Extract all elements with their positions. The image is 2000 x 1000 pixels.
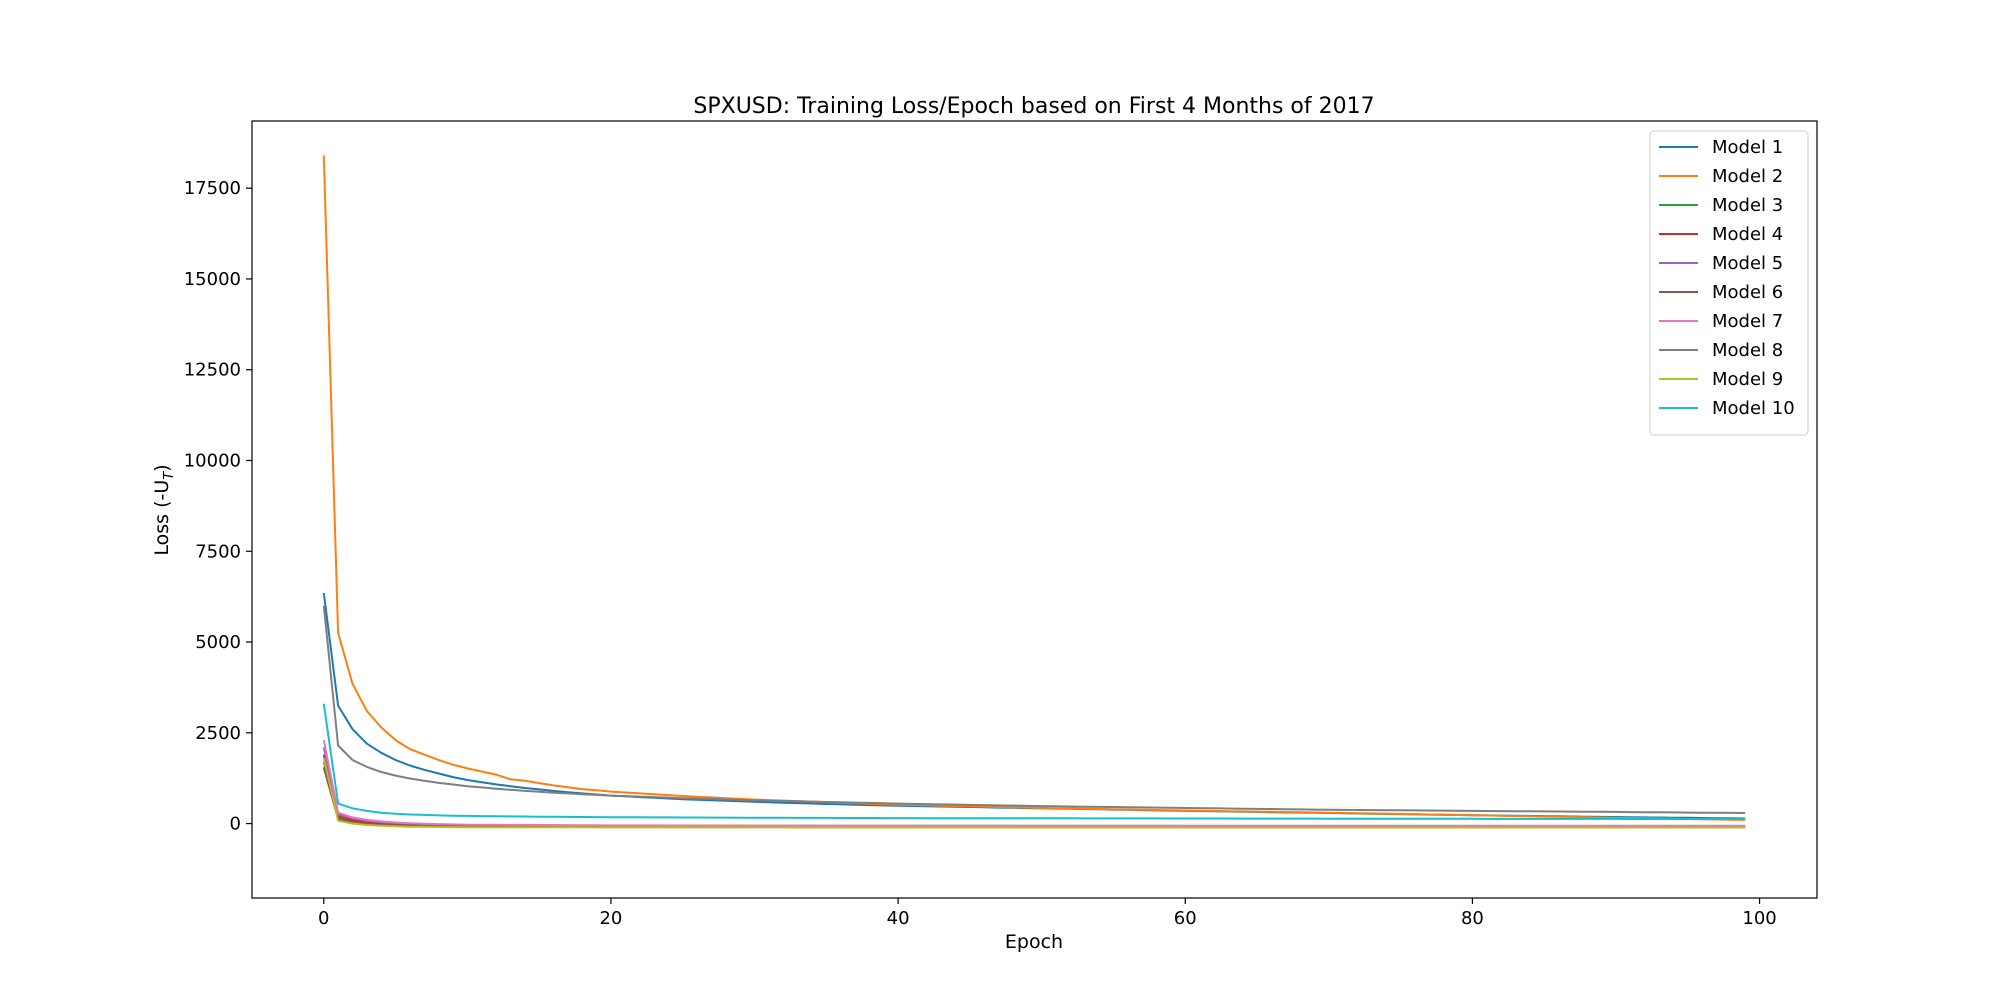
legend-label: Model 10: [1712, 398, 1795, 419]
legend-label: Model 9: [1712, 369, 1783, 390]
y-tick-label: 2500: [195, 723, 241, 744]
y-tick-label: 17500: [184, 178, 241, 199]
series-line-model-5: [322, 747, 1746, 827]
x-axis-label: Epoch: [1005, 931, 1063, 953]
x-tick-label: 80: [1461, 908, 1484, 929]
y-axis-label: Loss (-UT): [151, 464, 177, 555]
legend-label: Model 2: [1712, 166, 1783, 187]
legend-label: Model 5: [1712, 253, 1783, 274]
y-axis-label-subscript: T: [162, 471, 177, 480]
legend-label: Model 7: [1712, 311, 1783, 332]
x-tick-label: 20: [599, 908, 622, 929]
chart-title: SPXUSD: Training Loss/Epoch based on Fir…: [693, 94, 1374, 119]
legend-label: Model 6: [1712, 282, 1783, 303]
legend-label: Model 4: [1712, 224, 1783, 245]
legend-box: [1649, 130, 1809, 436]
y-tick-label: 10000: [184, 450, 241, 471]
plot-frame: [251, 120, 1818, 899]
legend-label: Model 1: [1712, 137, 1783, 158]
y-tick-label: 0: [230, 814, 241, 835]
legend-label: Model 8: [1712, 340, 1783, 361]
series-line-model-1: [322, 592, 1746, 820]
y-axis-label-close: ): [151, 464, 173, 471]
x-tick-label: 100: [1742, 908, 1776, 929]
series-line-model-8: [322, 605, 1746, 814]
series-line-model-7: [322, 739, 1746, 827]
y-tick-label: 15000: [184, 269, 241, 290]
y-tick-label: 7500: [195, 541, 241, 562]
legend: Model 1 Model 2 Model 3 Model 4 Model 5 Model…: [1649, 130, 1809, 436]
x-axis-ticks: 0 20 40 60 80 100: [318, 898, 1777, 929]
series-line-model-10: [322, 703, 1746, 820]
y-axis-label-main: Loss (-U: [151, 480, 173, 556]
y-tick-label: 5000: [195, 632, 241, 653]
x-tick-label: 60: [1174, 908, 1197, 929]
y-tick-label: 12500: [184, 360, 241, 381]
x-tick-label: 40: [887, 908, 910, 929]
y-axis-ticks: 0 2500 5000 7500 10000 12500 15000 17500: [184, 178, 252, 835]
series-line-model-2: [322, 155, 1746, 821]
plot-lines: [322, 155, 1746, 829]
x-tick-label: 0: [318, 908, 329, 929]
series-line-model-9: [322, 757, 1746, 829]
legend-label: Model 3: [1712, 195, 1783, 216]
